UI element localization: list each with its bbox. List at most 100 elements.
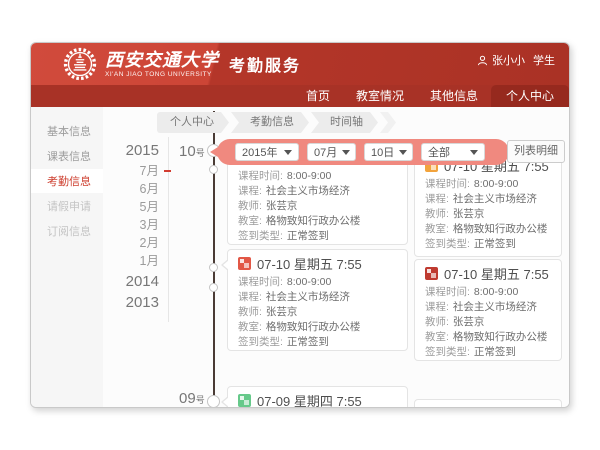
detail-value: 格物致知行政办公楼 [452, 331, 548, 343]
detail-value: 8:00-9:00 [286, 170, 332, 182]
detail-value: 社会主义市场经济 [265, 185, 350, 197]
app-window: 西安交通大学 XI'AN JIAO TONG UNIVERSITY 考勤服务 张… [30, 42, 570, 408]
breadcrumb-item[interactable]: 个人中心 [157, 112, 229, 133]
nav-item[interactable]: 其他信息 [429, 89, 478, 103]
timeline-node [209, 263, 218, 272]
sidebar-item[interactable]: 考勤信息 [31, 169, 103, 193]
person-icon [477, 55, 488, 65]
detail-value: 社会主义市场经济 [452, 301, 537, 313]
chevron-down-icon [284, 149, 292, 155]
date-filter-select[interactable]: 2015年 [235, 143, 299, 161]
breadcrumb-item[interactable] [380, 112, 396, 133]
timeline-year-item[interactable]: 7月 [103, 162, 171, 180]
timeline-year-item[interactable]: 2015 [125, 142, 159, 159]
sidebar-item[interactable]: 课表信息 [47, 151, 91, 163]
chevron-down-icon [470, 149, 478, 155]
breadcrumb-item[interactable]: 时间轴 [311, 112, 378, 133]
detail-label: 教室: [238, 215, 262, 227]
timeline-year-item[interactable]: 2014 [125, 273, 159, 290]
university-name-block: 西安交通大学 XI'AN JIAO TONG UNIVERSITY [105, 51, 219, 78]
app-title: 考勤服务 [229, 58, 302, 75]
university-name-en: XI'AN JIAO TONG UNIVERSITY [105, 70, 212, 78]
attendance-card [414, 399, 562, 407]
list-detail-button[interactable]: 列表明细 [507, 140, 565, 163]
card-detail-row: 课程时间: 8:00-9:00 [425, 177, 551, 192]
detail-label: 签到类型: [238, 336, 283, 348]
sidebar-item[interactable]: 基本信息 [47, 126, 91, 138]
user-name: 张小小 [492, 55, 525, 67]
select-value: 10日 [371, 147, 395, 159]
detail-label: 教师: [425, 316, 449, 328]
nav-item[interactable]: 首页 [305, 89, 330, 103]
breadcrumb-item[interactable]: 考勤信息 [231, 112, 309, 133]
timeline-node [207, 395, 220, 407]
detail-value: 格物致知行政办公楼 [452, 223, 548, 235]
card-detail-row: 教师: 张芸京 [238, 305, 397, 320]
detail-value: 社会主义市场经济 [265, 291, 350, 303]
timeline-year-item[interactable]: 5月 [139, 200, 159, 214]
card-details: 课程时间: 8:00-9:00 课程: 社会主义市场经济 [425, 285, 551, 360]
day-number: 10 [179, 143, 196, 160]
sidebar-item[interactable]: 请假申请 [47, 201, 91, 213]
detail-value: 张芸京 [452, 316, 485, 328]
card-date-title: 07-09 星期四 7:55 [257, 394, 362, 408]
detail-value: 张芸京 [452, 208, 485, 220]
user-role: 学生 [533, 55, 555, 67]
day-suffix: 号 [195, 148, 205, 158]
detail-value: 张芸京 [265, 306, 298, 318]
card-date-title: 07-10 星期五 7:55 [444, 267, 549, 282]
date-filter-select[interactable]: 全部 [421, 143, 485, 161]
sidebar: 基本信息 课表信息 考勤信息 请假申请 订阅信息 [31, 107, 103, 407]
date-filter-select[interactable]: 07月 [307, 143, 356, 161]
timeline-node [209, 165, 218, 174]
detail-value: 正常签到 [473, 346, 516, 358]
card-detail-row: 课程: 社会主义市场经济 [238, 290, 397, 305]
timeline-year-item[interactable]: 2月 [139, 236, 159, 250]
card-date-title: 07-10 星期五 7:55 [257, 257, 362, 272]
card-detail-row: 课程时间: 8:00-9:00 [238, 169, 397, 184]
chevron-down-icon [399, 149, 408, 155]
breadcrumb: 个人中心 考勤信息 时间轴 [157, 112, 396, 133]
attendance-card: 07-10 星期五 7:55 课程时间: 8:00-9:00 [414, 151, 562, 257]
timeline-year-item[interactable]: 1月 [139, 254, 159, 268]
card-details: 课程时间: 8:00-9:00 课程: 社会主义市场经济 [238, 275, 397, 350]
detail-label: 签到类型: [425, 346, 470, 358]
detail-label: 课程: [238, 185, 262, 197]
detail-value: 8:00-9:00 [473, 286, 519, 298]
detail-label: 教室: [425, 223, 449, 235]
sidebar-item[interactable]: 订阅信息 [47, 226, 91, 238]
detail-label: 课程时间: [425, 286, 470, 298]
card-detail-row: 课程: 社会主义市场经济 [238, 184, 397, 199]
detail-label: 教师: [238, 200, 262, 212]
app-header: 西安交通大学 XI'AN JIAO TONG UNIVERSITY 考勤服务 张… [31, 43, 569, 85]
card-detail-row: 教师: 张芸京 [425, 315, 551, 330]
timeline-year-item[interactable]: 6月 [139, 182, 159, 196]
select-value: 07月 [314, 147, 338, 159]
attendance-card: 07-09 星期四 7:55 [221, 386, 408, 408]
main-nav: 首页 教室情况 其他信息 个人中心 [31, 85, 569, 107]
chevron-down-icon [342, 149, 351, 155]
date-filter-bar: 2015年 07月 10日 [210, 139, 509, 165]
detail-label: 教室: [425, 331, 449, 343]
timeline-axis [213, 111, 215, 407]
nav-item[interactable]: 个人中心 [490, 85, 569, 107]
timeline-year-item[interactable]: 3月 [139, 218, 159, 232]
card-details: 课程时间: 8:00-9:00 课程: 社会主义市场经济 [425, 177, 551, 252]
card-detail-row: 课程: 社会主义市场经济 [425, 300, 551, 315]
nav-item[interactable]: 教室情况 [355, 89, 404, 103]
card-header: 07-10 星期五 7:55 [425, 266, 551, 282]
date-filter-select[interactable]: 10日 [364, 143, 413, 161]
detail-label: 课程时间: [238, 276, 283, 288]
timeline-year-list: 2015 7月 6月 5月 3月 2月 1月 2014 [103, 137, 171, 322]
detail-value: 正常签到 [286, 230, 329, 242]
detail-value: 正常签到 [286, 336, 329, 348]
card-detail-row: 签到类型: 正常签到 [238, 335, 397, 350]
attendance-card: 07-10 星期五 7:55 课程时间: 8:00-9:00 [221, 249, 408, 351]
user-account[interactable]: 张小小 学生 [477, 52, 555, 68]
card-detail-row: 教室: 格物致知行政办公楼 [425, 222, 551, 237]
timeline-year-item[interactable]: 2013 [125, 294, 159, 311]
signin-type-icon [238, 394, 251, 407]
detail-value: 社会主义市场经济 [452, 193, 537, 205]
signin-type-icon [238, 257, 251, 270]
